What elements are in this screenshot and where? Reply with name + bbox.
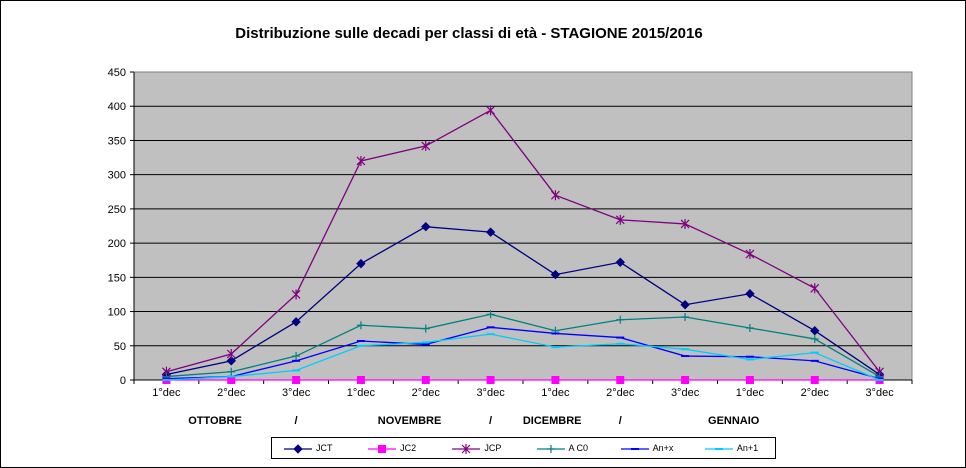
x-tick-label: 1°dec <box>736 387 765 399</box>
x-tick-label: 1°dec <box>347 387 376 399</box>
month-label: OTTOBRE <box>188 415 242 427</box>
data-point <box>680 300 690 310</box>
data-point <box>681 376 690 384</box>
x-tick-label: 2°dec <box>412 387 441 399</box>
legend-swatch <box>536 445 565 453</box>
legend-swatch <box>452 444 481 454</box>
data-point <box>486 105 496 116</box>
data-point <box>615 214 625 225</box>
legend-item: A C0 <box>535 438 609 460</box>
series-line-a-c0 <box>166 313 880 378</box>
legend-swatch <box>368 445 397 453</box>
x-tick-label: 2°dec <box>801 387 830 399</box>
data-point <box>226 348 236 359</box>
y-tick-label: 150 <box>108 272 126 284</box>
legend-label: An+1 <box>736 443 759 453</box>
data-point <box>356 155 366 166</box>
y-tick-label: 450 <box>108 67 126 79</box>
month-label: NOVEMBRE <box>378 415 442 427</box>
x-tick-label: 2°dec <box>217 387 246 399</box>
legend-item: An+x <box>619 438 693 460</box>
data-point <box>615 257 625 267</box>
data-point <box>616 315 625 324</box>
x-tick-label: 3°dec <box>282 387 311 399</box>
legend-label: JCT <box>316 443 333 453</box>
legend-swatch <box>284 444 312 454</box>
x-tick-label: 1°dec <box>541 387 570 399</box>
legend-item: JC2 <box>366 438 440 460</box>
y-tick-label: 0 <box>120 375 126 387</box>
series-line-an-1 <box>166 333 880 381</box>
y-tick-label: 300 <box>108 170 126 182</box>
legend-label: An+x <box>652 443 674 453</box>
data-point <box>356 376 365 384</box>
legend-item: JCT <box>282 438 356 460</box>
data-point <box>810 376 819 384</box>
data-point <box>356 258 366 269</box>
legend-swatch <box>620 448 649 450</box>
data-point <box>291 317 301 327</box>
data-point <box>810 326 820 336</box>
x-tick-label: 3°dec <box>671 387 700 399</box>
data-point <box>356 321 365 330</box>
month-label: / <box>489 415 492 427</box>
x-tick-label: 3°dec <box>865 387 894 399</box>
legend-marker <box>546 445 555 453</box>
series-line-jcp <box>166 109 881 373</box>
month-label: GENNAIO <box>708 415 760 427</box>
data-point <box>421 324 430 333</box>
data-point <box>486 310 495 319</box>
month-label: DICEMBRE <box>523 415 582 427</box>
legend-label: JC2 <box>400 443 417 453</box>
legend: JCT JC2 JCP A C0 An+x An+1 <box>271 437 776 459</box>
plot-area <box>133 71 913 381</box>
data-point <box>421 221 431 232</box>
data-point <box>226 356 236 366</box>
legend-item: An+1 <box>703 438 777 460</box>
data-point <box>810 283 820 294</box>
data-point <box>745 289 755 299</box>
legend-label: JCP <box>484 443 502 453</box>
month-label: / <box>295 415 298 427</box>
data-point <box>291 289 301 300</box>
data-point <box>421 140 431 151</box>
data-point <box>485 227 496 237</box>
legend-swatch <box>704 448 733 450</box>
chart-title: Distribuzione sulle decadi per classi di… <box>235 25 703 42</box>
data-point <box>616 376 625 384</box>
series-line-jct <box>166 226 880 376</box>
month-label: / <box>619 415 622 427</box>
data-point <box>550 269 561 280</box>
data-point <box>551 376 560 384</box>
data-point <box>680 218 690 229</box>
data-point <box>421 376 430 384</box>
legend-marker <box>461 444 471 454</box>
legend-item: JCP <box>450 438 524 460</box>
x-tick-label: 1°dec <box>152 387 181 399</box>
y-tick-label: 250 <box>108 204 126 216</box>
legend-marker <box>378 445 387 453</box>
x-tick-label: 3°dec <box>476 387 505 399</box>
legend-marker <box>293 444 303 454</box>
x-tick-label: 2°dec <box>606 387 635 399</box>
data-point <box>550 190 560 201</box>
y-tick-label: 200 <box>108 238 126 250</box>
legend-label: A C0 <box>568 443 589 453</box>
data-point <box>745 249 755 260</box>
series-line-an-x <box>166 326 880 380</box>
data-point <box>745 323 754 332</box>
data-point <box>745 376 754 384</box>
data-point <box>292 352 301 361</box>
data-point <box>292 376 301 384</box>
y-tick-label: 50 <box>114 341 126 353</box>
data-point <box>681 313 690 322</box>
data-point <box>486 376 495 384</box>
y-tick-label: 350 <box>108 135 126 147</box>
data-point <box>227 367 236 376</box>
y-tick-label: 400 <box>108 101 126 113</box>
data-point <box>810 334 819 343</box>
y-tick-label: 100 <box>108 307 126 319</box>
